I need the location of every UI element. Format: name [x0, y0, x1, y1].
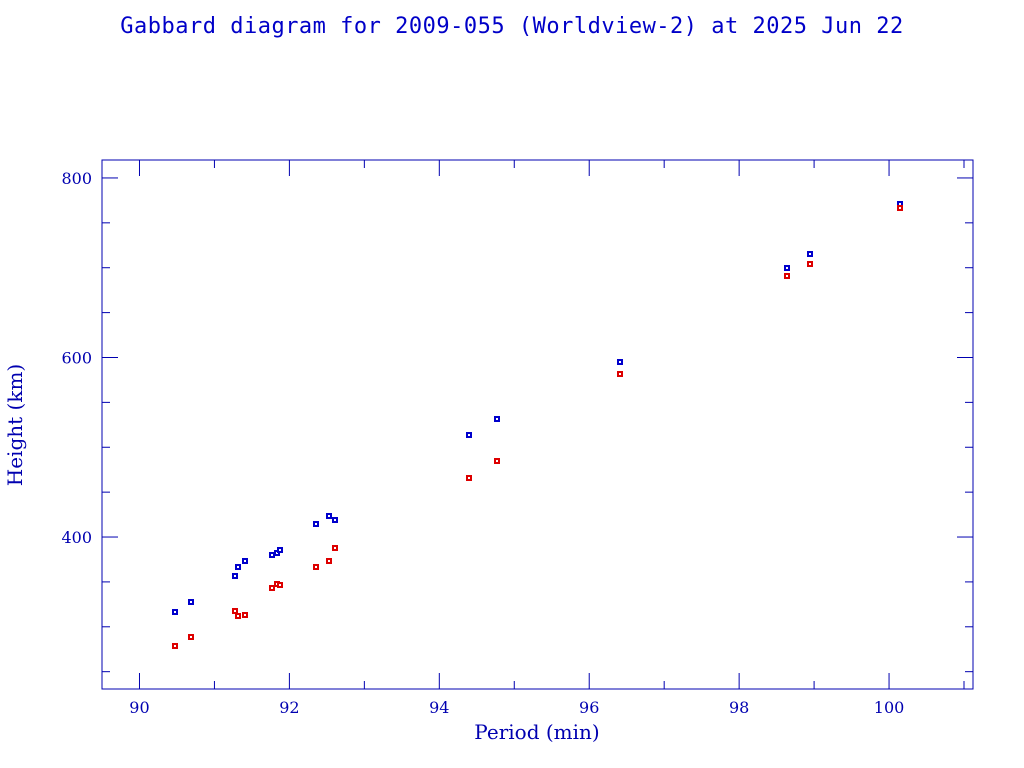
point-marker-inner: [279, 549, 281, 551]
apogee-point: [897, 201, 903, 207]
point-marker-inner: [468, 477, 470, 479]
apogee-point: [269, 552, 275, 558]
point-marker-inner: [244, 560, 246, 562]
perigee-point: [242, 612, 248, 618]
perigee-point: [172, 643, 178, 649]
perigee-point: [277, 582, 283, 588]
point-marker-inner: [468, 434, 470, 436]
perigee-point: [617, 371, 623, 377]
apogee-point: [326, 513, 332, 519]
point-marker-inner: [328, 515, 330, 517]
perigee-point: [807, 261, 813, 267]
point-marker-inner: [496, 460, 498, 462]
point-marker-inner: [334, 547, 336, 549]
perigee-point: [313, 564, 319, 570]
point-marker-inner: [279, 584, 281, 586]
x-tick-label: 100: [874, 698, 905, 717]
point-marker-inner: [786, 267, 788, 269]
x-tick-label: 92: [279, 698, 299, 717]
perigee-point: [897, 205, 903, 211]
point-marker-inner: [174, 611, 176, 613]
perigee-point: [784, 273, 790, 279]
perigee-point: [466, 475, 472, 481]
point-marker-inner: [619, 361, 621, 363]
perigee-point: [494, 458, 500, 464]
apogee-point: [617, 359, 623, 365]
point-marker-inner: [328, 560, 330, 562]
plot-frame: [101, 159, 974, 690]
point-marker-inner: [234, 610, 236, 612]
point-marker-inner: [190, 636, 192, 638]
y-tick-label: 600: [61, 348, 92, 367]
apogee-point: [242, 558, 248, 564]
apogee-point: [232, 573, 238, 579]
point-marker-inner: [809, 253, 811, 255]
point-marker-inner: [237, 566, 239, 568]
point-marker-inner: [496, 418, 498, 420]
x-tick-label: 98: [729, 698, 749, 717]
apogee-point: [277, 547, 283, 553]
point-marker-inner: [237, 615, 239, 617]
perigee-point: [235, 613, 241, 619]
perigee-point: [332, 545, 338, 551]
apogee-point: [188, 599, 194, 605]
y-tick-label: 800: [61, 169, 92, 188]
apogee-point: [494, 416, 500, 422]
chart-title: Gabbard diagram for 2009-055 (Worldview-…: [120, 14, 904, 39]
perigee-point: [269, 585, 275, 591]
point-marker-inner: [315, 523, 317, 525]
point-marker-inner: [190, 601, 192, 603]
perigee-point: [326, 558, 332, 564]
point-marker-inner: [619, 373, 621, 375]
point-marker-inner: [809, 263, 811, 265]
perigee-point: [232, 608, 238, 614]
x-tick-label: 90: [129, 698, 149, 717]
apogee-point: [807, 251, 813, 257]
point-marker-inner: [174, 645, 176, 647]
apogee-point: [172, 609, 178, 615]
apogee-point: [466, 432, 472, 438]
perigee-point: [188, 634, 194, 640]
apogee-point: [313, 521, 319, 527]
point-marker-inner: [271, 587, 273, 589]
point-marker-inner: [234, 575, 236, 577]
apogee-point: [332, 517, 338, 523]
point-marker-inner: [244, 614, 246, 616]
x-tick-label: 94: [429, 698, 449, 717]
x-tick-label: 96: [579, 698, 599, 717]
y-tick-label: 400: [61, 528, 92, 547]
x-axis-label: Period (min): [474, 720, 599, 744]
point-marker-inner: [334, 519, 336, 521]
point-marker-inner: [315, 566, 317, 568]
apogee-point: [784, 265, 790, 271]
point-marker-inner: [786, 275, 788, 277]
apogee-point: [235, 564, 241, 570]
point-marker-inner: [271, 554, 273, 556]
point-marker-inner: [899, 207, 901, 209]
y-axis-label: Height (km): [3, 364, 27, 486]
point-marker-inner: [899, 203, 901, 205]
